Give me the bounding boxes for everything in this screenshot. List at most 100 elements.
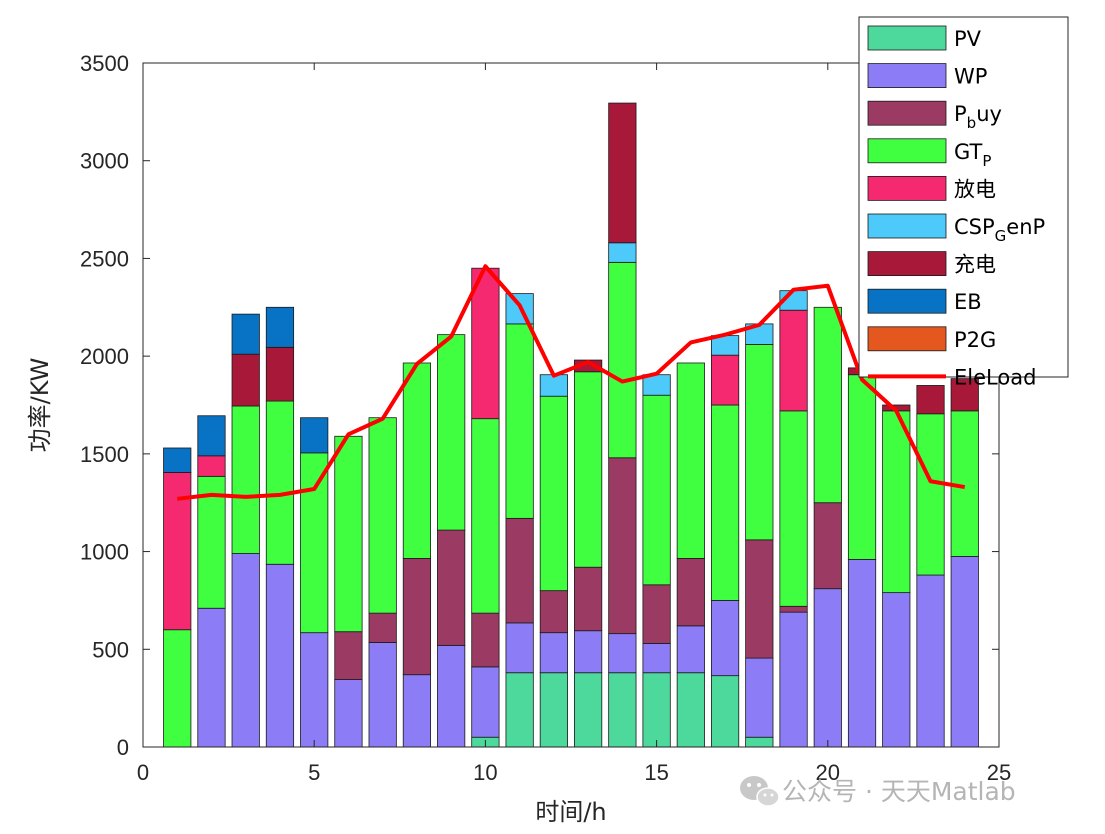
bar-wp-9 (437, 644, 466, 748)
bar-p-buy-14 (608, 457, 637, 635)
x-tick-label-15: 15 (644, 760, 668, 785)
bar-wp-18 (745, 657, 774, 738)
bar-p-buy-8 (402, 558, 432, 676)
bar-wp-24 (950, 556, 979, 748)
bar-pv-16 (676, 672, 705, 748)
bar-wp-19 (779, 611, 808, 748)
bar-gt-p-22 (882, 410, 911, 594)
legend-swatch-pv (867, 25, 947, 51)
y-tick-label-3500: 3500 (80, 51, 129, 76)
bar-p-buy-15 (642, 584, 671, 644)
bar-gt-p-19 (779, 410, 808, 607)
legend: PV WP Pbuy GTP 放电 CSPGenP 充电 EB P2G EleLoad (858, 16, 1069, 389)
bar-p-buy-12 (539, 590, 568, 634)
bar-wp-4 (265, 563, 295, 748)
y-axis: 0 500 1000 1500 2000 2500 3000 3500 (80, 51, 999, 760)
plot-frame (142, 62, 1000, 748)
bar-p-buy-11 (505, 517, 534, 624)
bar-gt-p-16 (676, 362, 705, 559)
bar-wp-22 (882, 592, 911, 748)
bar-gt-p-1 (163, 629, 192, 748)
bar-p-buy-16 (676, 558, 705, 627)
bar-gt-p-2 (197, 475, 226, 609)
y-tick-label-0: 0 (117, 735, 129, 760)
bar-wp-3 (231, 553, 260, 748)
bar---23 (916, 385, 945, 415)
bar-gt-p-3 (231, 405, 260, 554)
bar-pv-13 (574, 672, 603, 748)
bar-gt-p-13 (574, 371, 603, 568)
watermark: 公众号 · 天天Matlab (740, 776, 1016, 807)
x-tick-label-0: 0 (137, 760, 149, 785)
bar-p-buy-7 (368, 612, 397, 643)
bar-gt-p-14 (608, 261, 637, 459)
bar-wp-2 (197, 607, 226, 748)
bar-wp-10 (471, 666, 500, 738)
legend-label-eleload: EleLoad (954, 365, 1036, 389)
x-tick-label-20: 20 (816, 760, 840, 785)
bar-wp-13 (574, 630, 603, 674)
bar-gt-p-10 (471, 418, 500, 614)
legend-label-wp: WP (954, 65, 987, 89)
y-tick-label-1000: 1000 (80, 540, 129, 565)
bar-p-buy-10 (471, 612, 500, 668)
bar-gt-p-12 (539, 395, 568, 592)
bar-wp-5 (300, 632, 329, 748)
bar-pv-17 (710, 675, 740, 748)
legend-swatch-- (867, 175, 947, 201)
legend-swatch-wp (867, 63, 947, 88)
bar-gt-p-11 (505, 323, 534, 519)
bar-pv-12 (539, 672, 568, 748)
legend-label--: 充电 (954, 253, 996, 277)
bar---3 (231, 353, 260, 407)
legend-label-eb: EB (954, 290, 982, 314)
x-axis-title: 时间/h (535, 798, 606, 826)
wechat-icon (740, 776, 780, 807)
bar-wp-8 (402, 674, 432, 748)
bar-eb-3 (231, 313, 260, 355)
legend-label-pv: PV (954, 27, 982, 51)
bar-eb-1 (163, 447, 192, 473)
y-tick-label-3000: 3000 (80, 149, 129, 174)
bar-p-buy-9 (437, 529, 466, 646)
bar-p-buy-20 (813, 502, 842, 590)
x-tick-label-10: 10 (473, 760, 497, 785)
legend-label--: 放电 (954, 177, 996, 201)
legend-label-gt-p: GTP (954, 140, 991, 170)
bar---14 (608, 102, 637, 244)
bar-wp-15 (642, 643, 671, 674)
bar-p-buy-19 (779, 605, 808, 613)
bar---19 (779, 309, 808, 412)
bar-wp-16 (676, 625, 705, 674)
bar-csp-genp-12 (539, 374, 568, 397)
bar-gt-p-8 (402, 362, 432, 559)
bar-p-buy-6 (334, 631, 363, 680)
y-tick-label-2500: 2500 (80, 246, 129, 271)
x-axis: 0 5 10 15 20 25 (137, 63, 1011, 785)
legend-swatch-gt-p (867, 138, 947, 164)
bar-gt-p-21 (847, 374, 877, 560)
bar-gt-p-5 (300, 452, 329, 634)
bar-eb-5 (300, 417, 329, 454)
bar-gt-p-6 (334, 435, 363, 633)
bar-wp-21 (847, 558, 877, 748)
bar-pv-14 (608, 672, 637, 748)
bar-pv-15 (642, 672, 671, 748)
bar-gt-p-23 (916, 413, 945, 576)
bar-p-buy-18 (745, 539, 774, 659)
bar-wp-17 (710, 600, 740, 677)
legend-swatch-p-buy (867, 100, 947, 126)
bar-gt-p-4 (265, 400, 295, 565)
bar-wp-14 (608, 633, 637, 674)
bar-gt-p-9 (437, 334, 466, 531)
legend-swatch-eb (867, 288, 947, 314)
bar-gt-p-7 (368, 417, 397, 614)
x-tick-label-25: 25 (987, 760, 1011, 785)
eleload-line (177, 264, 966, 501)
bar-wp-12 (539, 632, 568, 674)
bar-csp-genp-14 (608, 242, 637, 263)
legend-label-p2g: P2G (954, 328, 996, 352)
y-axis-title: 功率/KW (26, 358, 54, 453)
bar-wp-11 (505, 622, 534, 674)
